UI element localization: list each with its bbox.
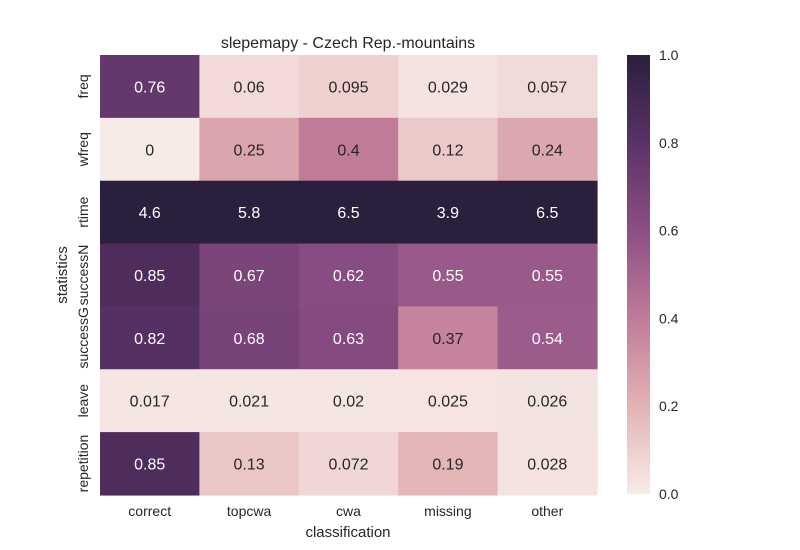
cell-value-label: 0.029 [428, 79, 468, 96]
heatmap-cell [298, 243, 399, 307]
x-tick-label: other [531, 503, 563, 519]
heatmap-cell [398, 369, 499, 433]
cell-value-label: 0 [145, 142, 154, 159]
heatmap-cell [497, 55, 598, 119]
heatmap-cell [298, 306, 399, 370]
cell-value-label: 0.13 [234, 457, 265, 474]
cell-value-label: 0.026 [527, 394, 567, 411]
cell-value-label: 0.55 [532, 268, 563, 285]
heatmap-cell [398, 117, 499, 182]
heatmap-cell [497, 306, 598, 370]
cell-value-label: 0.4 [337, 142, 359, 159]
heatmap-cell [100, 180, 200, 245]
cell-value-label: 6.5 [337, 205, 359, 222]
cell-value-label: 4.6 [139, 205, 161, 222]
heatmap-cell [497, 369, 598, 433]
heatmap-cell [497, 243, 598, 307]
heatmap-cell [298, 55, 399, 119]
y-tick-label: successG [75, 307, 91, 368]
x-tick-labels: correct topcwa cwa missing other [128, 503, 563, 519]
y-tick-label: repetition [75, 435, 91, 493]
heatmap-cell [398, 306, 499, 370]
colorbar-tick-label: 0.4 [659, 310, 679, 326]
colorbar-tick-label: 0.2 [659, 398, 679, 414]
colorbar-tick-label: 1.0 [659, 47, 679, 63]
cell-value-label: 0.76 [134, 79, 165, 96]
heatmap-cell [100, 369, 200, 433]
heatmap-cell [497, 117, 598, 182]
y-axis-label: statistics [54, 246, 71, 304]
heatmap-cell [298, 117, 399, 182]
y-tick-label: wfreq [75, 132, 91, 167]
cell-value-label: 0.021 [229, 394, 269, 411]
colorbar [627, 55, 650, 494]
cell-value-label: 0.02 [333, 394, 364, 411]
cell-value-label: 0.55 [432, 268, 463, 285]
heatmap-cell [199, 432, 300, 496]
y-tick-label: successN [75, 245, 91, 306]
heatmap-cell [100, 117, 200, 182]
y-tick-label: leave [75, 384, 91, 418]
chart-title: slepemapy - Czech Rep.-mountains [221, 35, 475, 52]
cell-value-label: 0.017 [130, 394, 170, 411]
x-axis-label: classification [305, 524, 390, 541]
cell-value-label: 0.025 [428, 394, 468, 411]
y-tick-label: rtime [75, 196, 91, 227]
cell-value-label: 0.06 [234, 79, 265, 96]
heatmap-cell [298, 180, 399, 245]
x-tick-label: missing [424, 503, 471, 519]
cell-value-label: 0.028 [527, 457, 567, 474]
heatmap-cell [298, 369, 399, 433]
heatmap-cell [298, 432, 399, 496]
cell-value-label: 0.25 [234, 142, 265, 159]
x-tick-label: correct [128, 503, 171, 519]
heatmap-cell [497, 432, 598, 496]
heatmap-cell [199, 180, 300, 245]
colorbar-tick-label: 0.8 [659, 135, 679, 151]
cell-value-label: 0.68 [234, 331, 265, 348]
colorbar-tick-labels: 0.0 0.2 0.4 0.6 0.8 1.0 [659, 47, 679, 502]
cell-value-label: 0.37 [432, 331, 463, 348]
cell-value-label: 0.85 [134, 457, 165, 474]
heatmap-cell [100, 432, 200, 496]
cell-value-label: 0.54 [532, 331, 563, 348]
heatmap-cell [199, 306, 300, 370]
heatmap-cell [100, 55, 200, 119]
heatmap-cell [100, 243, 200, 307]
heatmap-cell [398, 432, 499, 496]
heatmap-cell [497, 180, 598, 245]
cell-value-label: 5.8 [238, 205, 260, 222]
heatmap-cell [398, 55, 499, 119]
colorbar-tick-label: 0.0 [659, 486, 679, 502]
cell-value-label: 0.095 [328, 79, 368, 96]
cell-value-label: 0.63 [333, 331, 364, 348]
cell-value-label: 0.057 [527, 79, 567, 96]
cell-value-label: 0.82 [134, 331, 165, 348]
heatmap-cell [398, 180, 499, 245]
cell-value-label: 0.67 [234, 268, 265, 285]
cell-value-label: 0.85 [134, 268, 165, 285]
heatmap-cell [398, 243, 499, 307]
cell-value-label: 0.12 [432, 142, 463, 159]
heatmap-cell [199, 55, 300, 119]
cell-value-label: 0.072 [328, 457, 368, 474]
y-tick-label: freq [75, 74, 91, 98]
cell-value-label: 3.9 [437, 205, 459, 222]
cell-value-label: 6.5 [536, 205, 558, 222]
x-tick-label: cwa [336, 503, 361, 519]
cell-value-label: 0.19 [432, 457, 463, 474]
cell-value-label: 0.24 [532, 142, 563, 159]
heatmap-cell [100, 306, 200, 370]
heatmap-cell [199, 117, 300, 182]
colorbar-tick-label: 0.6 [659, 223, 679, 239]
cell-value-label: 0.62 [333, 268, 364, 285]
heatmap-cell [199, 243, 300, 307]
heatmap-cells: 0.76 0.06 0.095 0.029 0.057 0 0.25 0.4 0.12 0.24 4… [100, 55, 598, 496]
x-tick-label: topcwa [227, 503, 272, 519]
heatmap-cell [199, 369, 300, 433]
